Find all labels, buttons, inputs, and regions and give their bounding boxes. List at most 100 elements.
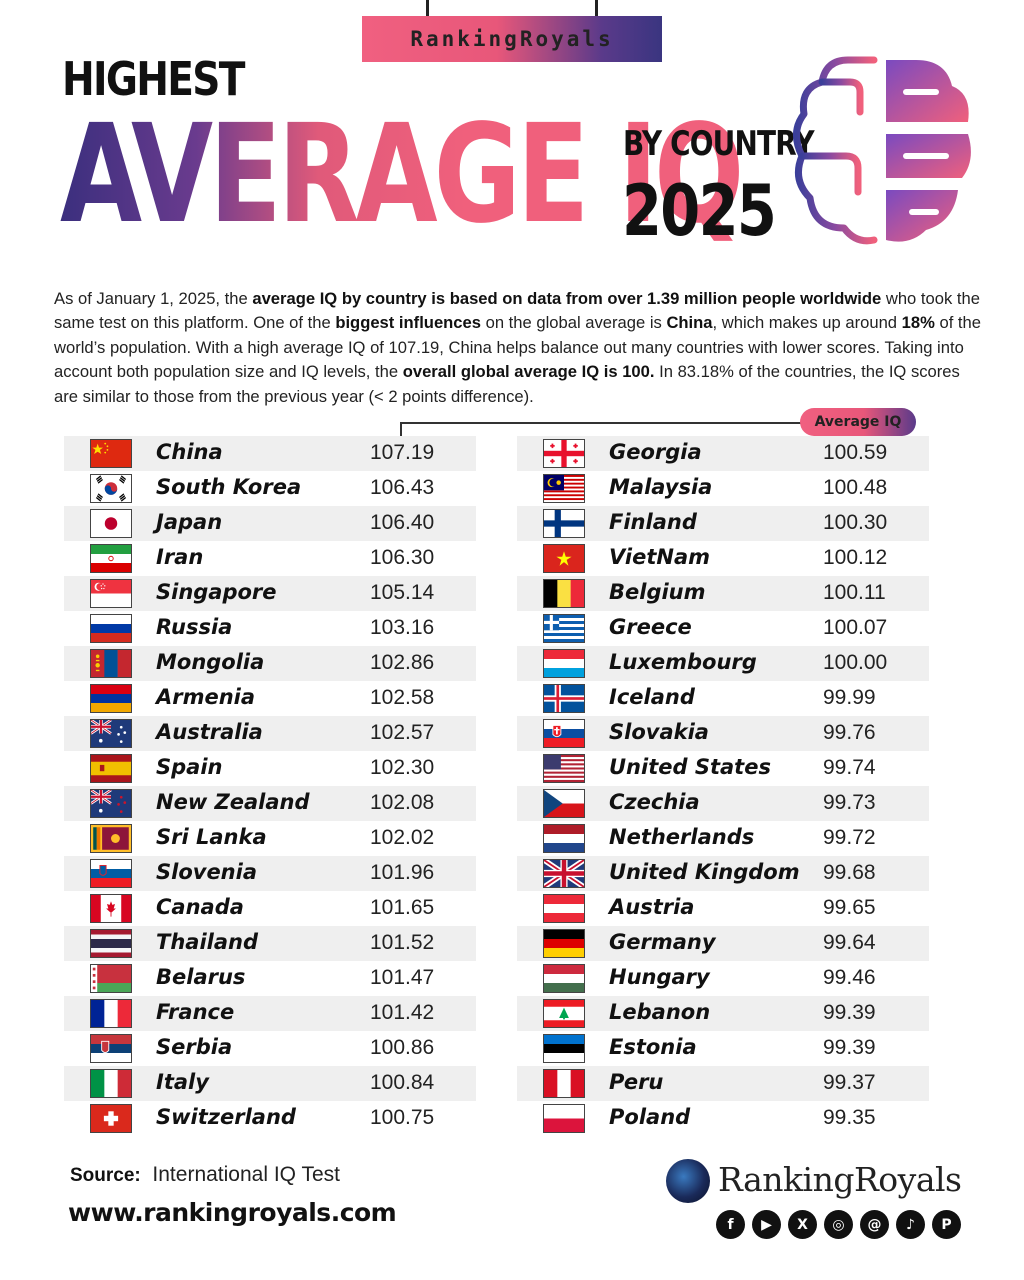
website-link[interactable]: www.rankingroyals.com: [68, 1198, 397, 1227]
iq-value: 105.14: [370, 581, 435, 604]
country-name: France: [156, 1000, 235, 1024]
iq-value: 100.48: [823, 476, 888, 499]
country-name: Iceland: [609, 685, 695, 709]
table-row: Switzerland 100.75: [64, 1101, 476, 1136]
iq-value: 102.08: [370, 791, 435, 814]
ranking-column-right: Georgia 100.59 Malaysia 100.48 Finland 100.30…: [517, 436, 929, 1136]
iran-flag: [90, 544, 132, 573]
table-row: Slovakia 99.76: [517, 716, 929, 751]
tiktok-icon[interactable]: ♪: [896, 1210, 925, 1239]
x-icon[interactable]: X: [788, 1210, 817, 1239]
iq-value: 100.30: [823, 511, 888, 534]
mongolia-flag: [90, 649, 132, 678]
table-row: Austria 99.65: [517, 891, 929, 926]
iq-value: 99.46: [823, 966, 876, 989]
iq-value: 100.00: [823, 651, 888, 674]
france-flag: [90, 999, 132, 1028]
belarus-flag: [90, 964, 132, 993]
intro-text: As of January 1, 2025, the: [54, 288, 253, 308]
country-name: Czechia: [609, 790, 700, 814]
table-row: Czechia 99.73: [517, 786, 929, 821]
table-row: Slovenia 101.96: [64, 856, 476, 891]
iq-value: 100.86: [370, 1036, 435, 1059]
country-name: Netherlands: [609, 825, 755, 849]
iq-value: 100.59: [823, 441, 888, 464]
armenia-flag: [90, 684, 132, 713]
title-year: 2025: [622, 170, 777, 252]
hungary-flag: [543, 964, 585, 993]
iq-value: 99.64: [823, 931, 876, 954]
iq-value: 101.52: [370, 931, 435, 954]
italy-flag: [90, 1069, 132, 1098]
iceland-flag: [543, 684, 585, 713]
iq-value: 106.40: [370, 511, 435, 534]
greece-flag: [543, 614, 585, 643]
table-row: Belarus 101.47: [64, 961, 476, 996]
intro-emphasis: biggest influences: [335, 313, 481, 333]
iq-value: 106.30: [370, 546, 435, 569]
country-name: United Kingdom: [609, 860, 800, 884]
threads-icon[interactable]: @: [860, 1210, 889, 1239]
table-row: Georgia 100.59: [517, 436, 929, 471]
table-row: Australia 102.57: [64, 716, 476, 751]
country-name: Belarus: [156, 965, 246, 989]
south-korea-flag: [90, 474, 132, 503]
social-icons: f ▶ X ◎ @ ♪ P: [716, 1210, 961, 1239]
country-name: Austria: [609, 895, 695, 919]
iq-value: 99.99: [823, 686, 876, 709]
table-row: Serbia 100.86: [64, 1031, 476, 1066]
iq-value: 99.72: [823, 826, 876, 849]
country-name: Iran: [156, 545, 204, 569]
intro-text: In 83.18% of the countries, the IQ score…: [54, 362, 960, 406]
spain-flag: [90, 754, 132, 783]
intro-paragraph: As of January 1, 2025, the average IQ by…: [54, 287, 984, 410]
country-name: Luxembourg: [609, 650, 757, 674]
belgium-flag: [543, 579, 585, 608]
intro-emphasis: 18%: [901, 313, 935, 333]
table-row: Germany 99.64: [517, 926, 929, 961]
logo-wordmark: RankingRoyals: [718, 1160, 962, 1199]
table-row: United States 99.74: [517, 751, 929, 786]
slovakia-flag: [543, 719, 585, 748]
table-row: Poland 99.35: [517, 1101, 929, 1136]
japan-flag: [90, 509, 132, 538]
country-name: Malaysia: [609, 475, 713, 499]
slovenia-flag: [90, 859, 132, 888]
iq-value: 101.96: [370, 861, 435, 884]
iq-value: 101.42: [370, 1001, 435, 1024]
table-row: Belgium 100.11: [517, 576, 929, 611]
table-row: Japan 106.40: [64, 506, 476, 541]
iq-value: 106.43: [370, 476, 435, 499]
instagram-icon[interactable]: ◎: [824, 1210, 853, 1239]
country-name: Singapore: [156, 580, 277, 604]
country-name: Japan: [156, 510, 223, 534]
country-name: New Zealand: [156, 790, 310, 814]
switzerland-flag: [90, 1104, 132, 1133]
facebook-icon[interactable]: f: [716, 1210, 745, 1239]
iq-value: 102.02: [370, 826, 435, 849]
iq-value: 99.73: [823, 791, 876, 814]
czechia-flag: [543, 789, 585, 818]
intro-emphasis: China: [666, 313, 713, 333]
country-name: China: [156, 440, 223, 464]
country-name: Germany: [609, 930, 716, 954]
table-row: Sri Lanka 102.02: [64, 821, 476, 856]
brand-tag: RankingRoyals: [362, 16, 662, 62]
table-row: Luxembourg 100.00: [517, 646, 929, 681]
table-row: New Zealand 102.08: [64, 786, 476, 821]
iq-value: 100.07: [823, 616, 888, 639]
iq-value: 102.86: [370, 651, 435, 674]
iq-value: 101.47: [370, 966, 435, 989]
intro-emphasis: average IQ by country is based on data f…: [252, 288, 882, 308]
pinterest-icon[interactable]: P: [932, 1210, 961, 1239]
austria-flag: [543, 894, 585, 923]
table-row: Armenia 102.58: [64, 681, 476, 716]
iq-value: 107.19: [370, 441, 435, 464]
table-row: Singapore 105.14: [64, 576, 476, 611]
youtube-icon[interactable]: ▶: [752, 1210, 781, 1239]
country-name: Lebanon: [609, 1000, 711, 1024]
iq-value: 100.11: [823, 581, 886, 604]
table-row: Finland 100.30: [517, 506, 929, 541]
ranking-column-left: China 107.19 South Korea 106.43 Japan 106.40 I…: [64, 436, 476, 1136]
luxembourg-flag: [543, 649, 585, 678]
